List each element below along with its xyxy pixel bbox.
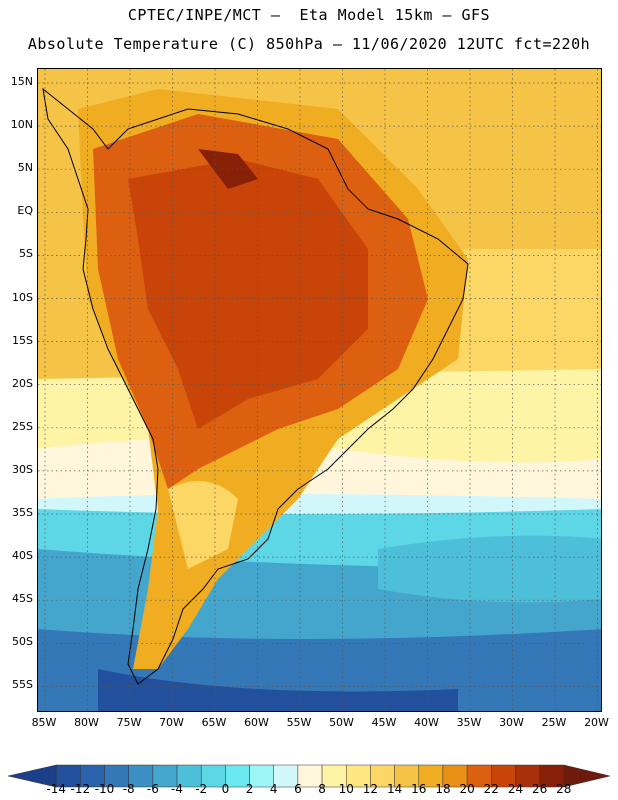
lat-label: EQ [17,204,33,218]
lat-label: 35S [12,506,33,519]
temperature-map [37,68,602,712]
lat-label: 15S [12,333,33,347]
gridlines [38,69,601,711]
colorbar-arrow-high [563,764,611,788]
lon-label: 85W [31,716,57,729]
lat-label: 5N [17,161,33,175]
lon-label: 30W [499,716,524,729]
lon-label: 35W [456,716,482,729]
lat-label: 30S [12,462,33,476]
lat-label: 25S [12,419,33,433]
colorbar-label: 12 [362,782,379,796]
lat-label: 10S [12,290,33,304]
coastline [42,87,469,685]
colorbar-label: -14 [46,782,66,796]
colorbar-label: 26 [532,782,548,796]
field-argentina-cool [168,481,238,569]
lat-label: 10N [10,118,33,132]
lon-label: 70W [159,716,184,729]
colorbar-label: 0 [221,782,230,796]
lat-label: 45S [12,592,33,606]
colorbar-label: 14 [386,782,403,796]
lat-label: 5S [19,247,33,261]
lat-label: 15N [10,75,33,88]
lon-label: 65W [201,716,227,729]
lon-label: 80W [74,716,99,729]
colorbar [7,764,611,788]
field-band-east-cyan [378,535,601,603]
colorbar-label: 28 [556,782,572,796]
colorbar-label: -2 [195,782,208,796]
title-line-1: CPTEC/INPE/MCT – Eta Model 15km – GFS [127,6,491,24]
lon-label: 25W [541,716,567,729]
colorbar-label: 22 [483,782,499,796]
lon-label: 20W [584,716,609,729]
colorbar-label: 8 [318,782,326,796]
colorbar-label: -12 [70,782,91,796]
lon-label: 40W [414,716,439,729]
lat-label: 50S [12,635,33,649]
colorbar-label: -4 [171,782,184,796]
colorbar-label: 4 [269,782,278,796]
lon-label: 55W [286,716,312,729]
colorbar-label: 18 [435,782,451,796]
colorbar-label: 20 [459,782,475,796]
lon-label: 75W [116,716,142,729]
lat-label: 20S [12,376,33,390]
lat-label: 55S [12,678,33,692]
colorbar-label: 6 [294,782,302,796]
temperature-field [38,69,601,711]
colorbar-label: 16 [411,782,427,796]
colorbar-label: -6 [146,782,159,796]
title-line-2: Absolute Temperature (C) 850hPa – 11/06/… [27,35,591,53]
colorbar-label: 10 [338,782,354,796]
colorbar-label: -8 [122,782,135,796]
lat-label: 40S [12,549,33,563]
colorbar-label: 24 [507,782,524,796]
colorbar-label: -10 [94,782,115,796]
field-band-deep-blue [98,669,458,711]
colorbar-label: 2 [245,782,254,796]
lon-label: 45W [371,716,397,729]
lon-label: 50W [329,716,354,729]
lon-label: 60W [244,716,269,729]
field-land-hot [128,159,368,429]
